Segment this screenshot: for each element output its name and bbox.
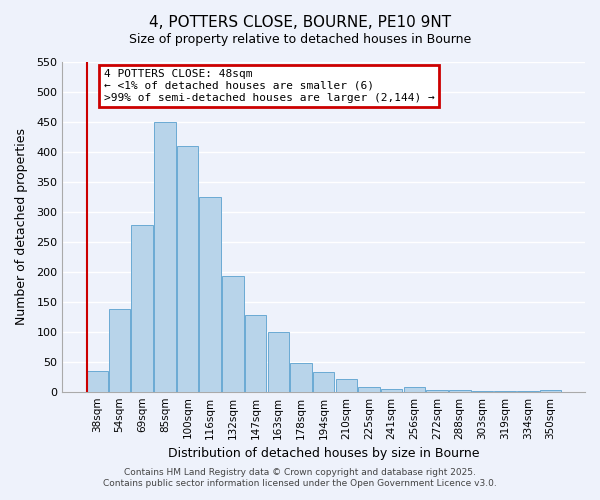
Bar <box>381 388 403 392</box>
Bar <box>199 196 221 392</box>
Bar <box>539 390 561 392</box>
Bar <box>449 390 470 392</box>
Y-axis label: Number of detached properties: Number of detached properties <box>15 128 28 325</box>
Bar <box>472 391 493 392</box>
Bar <box>358 387 380 392</box>
Text: 4, POTTERS CLOSE, BOURNE, PE10 9NT: 4, POTTERS CLOSE, BOURNE, PE10 9NT <box>149 15 451 30</box>
Bar <box>426 390 448 392</box>
Bar <box>154 122 176 392</box>
Bar <box>177 146 199 392</box>
Bar <box>494 391 516 392</box>
Bar <box>313 372 334 392</box>
Bar <box>517 391 539 392</box>
Bar <box>245 316 266 392</box>
X-axis label: Distribution of detached houses by size in Bourne: Distribution of detached houses by size … <box>168 447 479 460</box>
Bar <box>290 364 312 392</box>
Text: Size of property relative to detached houses in Bourne: Size of property relative to detached ho… <box>129 32 471 46</box>
Bar <box>335 379 357 392</box>
Bar <box>131 225 153 392</box>
Bar <box>404 387 425 392</box>
Text: Contains HM Land Registry data © Crown copyright and database right 2025.
Contai: Contains HM Land Registry data © Crown c… <box>103 468 497 487</box>
Bar <box>109 310 130 392</box>
Bar <box>222 276 244 392</box>
Text: 4 POTTERS CLOSE: 48sqm
← <1% of detached houses are smaller (6)
>99% of semi-det: 4 POTTERS CLOSE: 48sqm ← <1% of detached… <box>104 70 434 102</box>
Bar <box>86 370 107 392</box>
Bar <box>268 332 289 392</box>
